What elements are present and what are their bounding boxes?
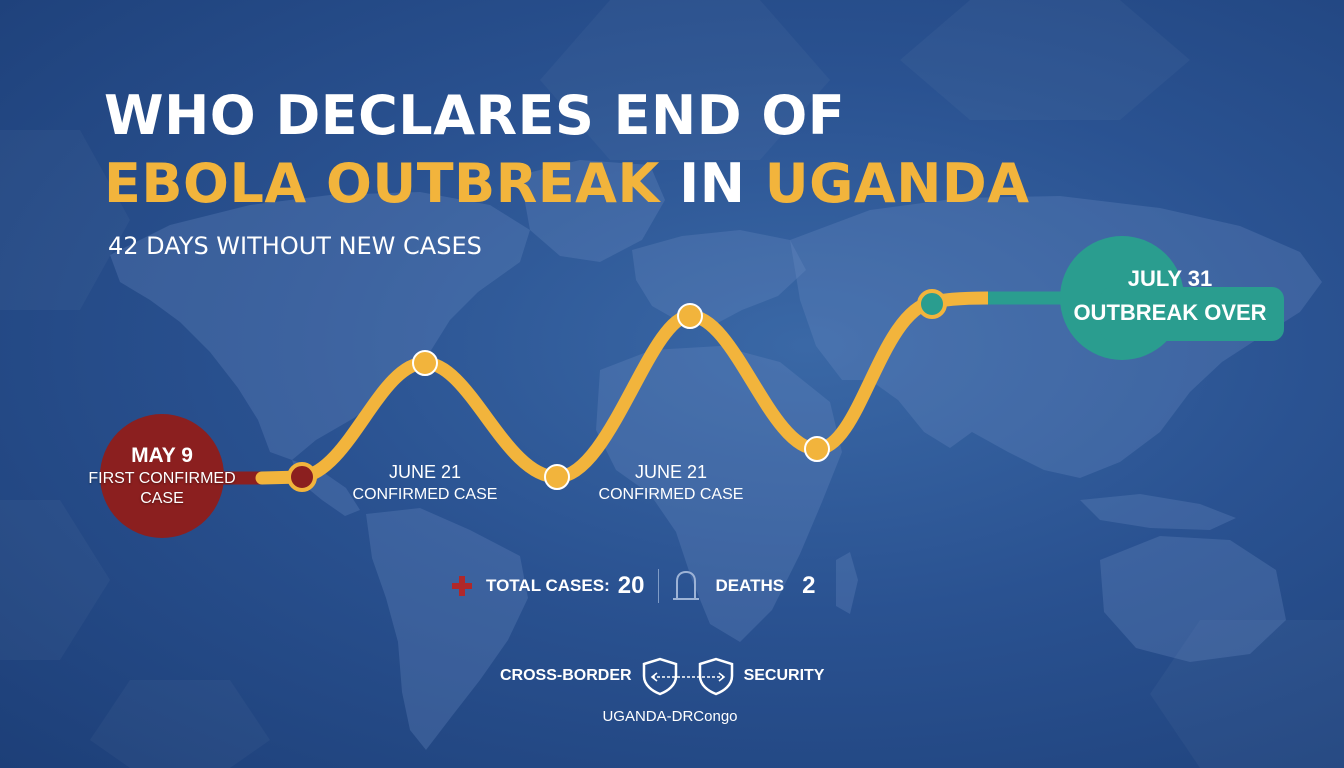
timeline-node-peak-2 — [677, 303, 703, 329]
tombstone-icon — [673, 570, 700, 600]
footer-right-label: SECURITY — [743, 667, 825, 684]
event-date-1: JUNE 21 — [388, 462, 462, 482]
subtitle: 42 DAYS WITHOUT NEW CASES — [108, 232, 482, 260]
timeline-node-start — [287, 462, 317, 492]
total-cases-value: 20 — [617, 572, 645, 599]
footer-left-label: CROSS-BORDER — [500, 667, 632, 684]
timeline-node-peak-1 — [412, 350, 438, 376]
headline-ebola-outbreak: EBOLA OUTBREAK — [104, 152, 660, 215]
headline-uganda: UGANDA — [764, 152, 1030, 215]
headline-in: IN — [679, 152, 746, 215]
timeline-node-valley-1 — [544, 464, 570, 490]
event-text-2: CONFIRMED CASE — [598, 486, 744, 503]
end-badge-pill — [1100, 287, 1284, 341]
stats-row: TOTAL CASES: 20 DEATHS 2 — [450, 566, 815, 606]
footer-row: CROSS-BORDER SECURITY — [500, 656, 824, 696]
shield-icon-left — [642, 657, 677, 696]
deaths-value: 2 — [802, 572, 816, 599]
start-label: FIRST CONFIRMED CASE — [88, 470, 236, 507]
shield-link-icon — [642, 657, 733, 696]
stats-divider — [658, 569, 660, 603]
deaths-label: DEATHS — [715, 576, 785, 595]
end-date: JULY 31 — [1127, 266, 1213, 291]
total-cases-label: TOTAL CASES: — [486, 576, 610, 595]
start-badge: MAY 9 FIRST CONFIRMED CASE — [88, 414, 236, 538]
timeline-node-valley-2 — [804, 436, 830, 462]
end-label: OUTBREAK OVER — [1073, 300, 1267, 325]
red-cross-icon — [452, 576, 472, 596]
end-badge-text: JULY 31 OUTBREAK OVER — [1060, 262, 1280, 330]
shield-icon-right — [698, 657, 733, 696]
event-label-1: JUNE 21 CONFIRMED CASE — [330, 460, 520, 506]
headline: WHO DECLARES END OF EBOLA OUTBREAK IN UG… — [104, 82, 1030, 218]
headline-line-2: EBOLA OUTBREAK IN UGANDA — [104, 150, 1030, 218]
timeline-wave — [255, 291, 995, 485]
footer-sub-label: UGANDA-DRCongo — [602, 708, 738, 725]
event-date-2: JUNE 21 — [634, 462, 708, 482]
timeline-node-end — [917, 289, 947, 319]
event-text-1: CONFIRMED CASE — [352, 486, 498, 503]
start-date: MAY 9 — [131, 444, 193, 467]
event-label-2: JUNE 21 CONFIRMED CASE — [576, 460, 766, 506]
headline-line-1: WHO DECLARES END OF — [104, 84, 846, 147]
